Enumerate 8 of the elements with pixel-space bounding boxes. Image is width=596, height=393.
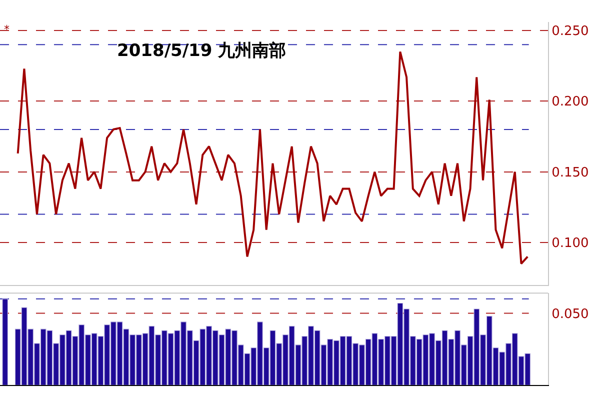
bar [2, 298, 8, 386]
y-tick-label: 0.050 [552, 306, 589, 322]
y-tick-label: 0.250 [552, 24, 589, 40]
annotation: * [4, 23, 10, 36]
y-tick-label: 0.100 [552, 236, 589, 252]
y-tick-label: 0.150 [552, 165, 589, 180]
text: 2018/5/19 九州南部 [117, 41, 286, 61]
y-tick-label: 0.200 [552, 94, 589, 110]
